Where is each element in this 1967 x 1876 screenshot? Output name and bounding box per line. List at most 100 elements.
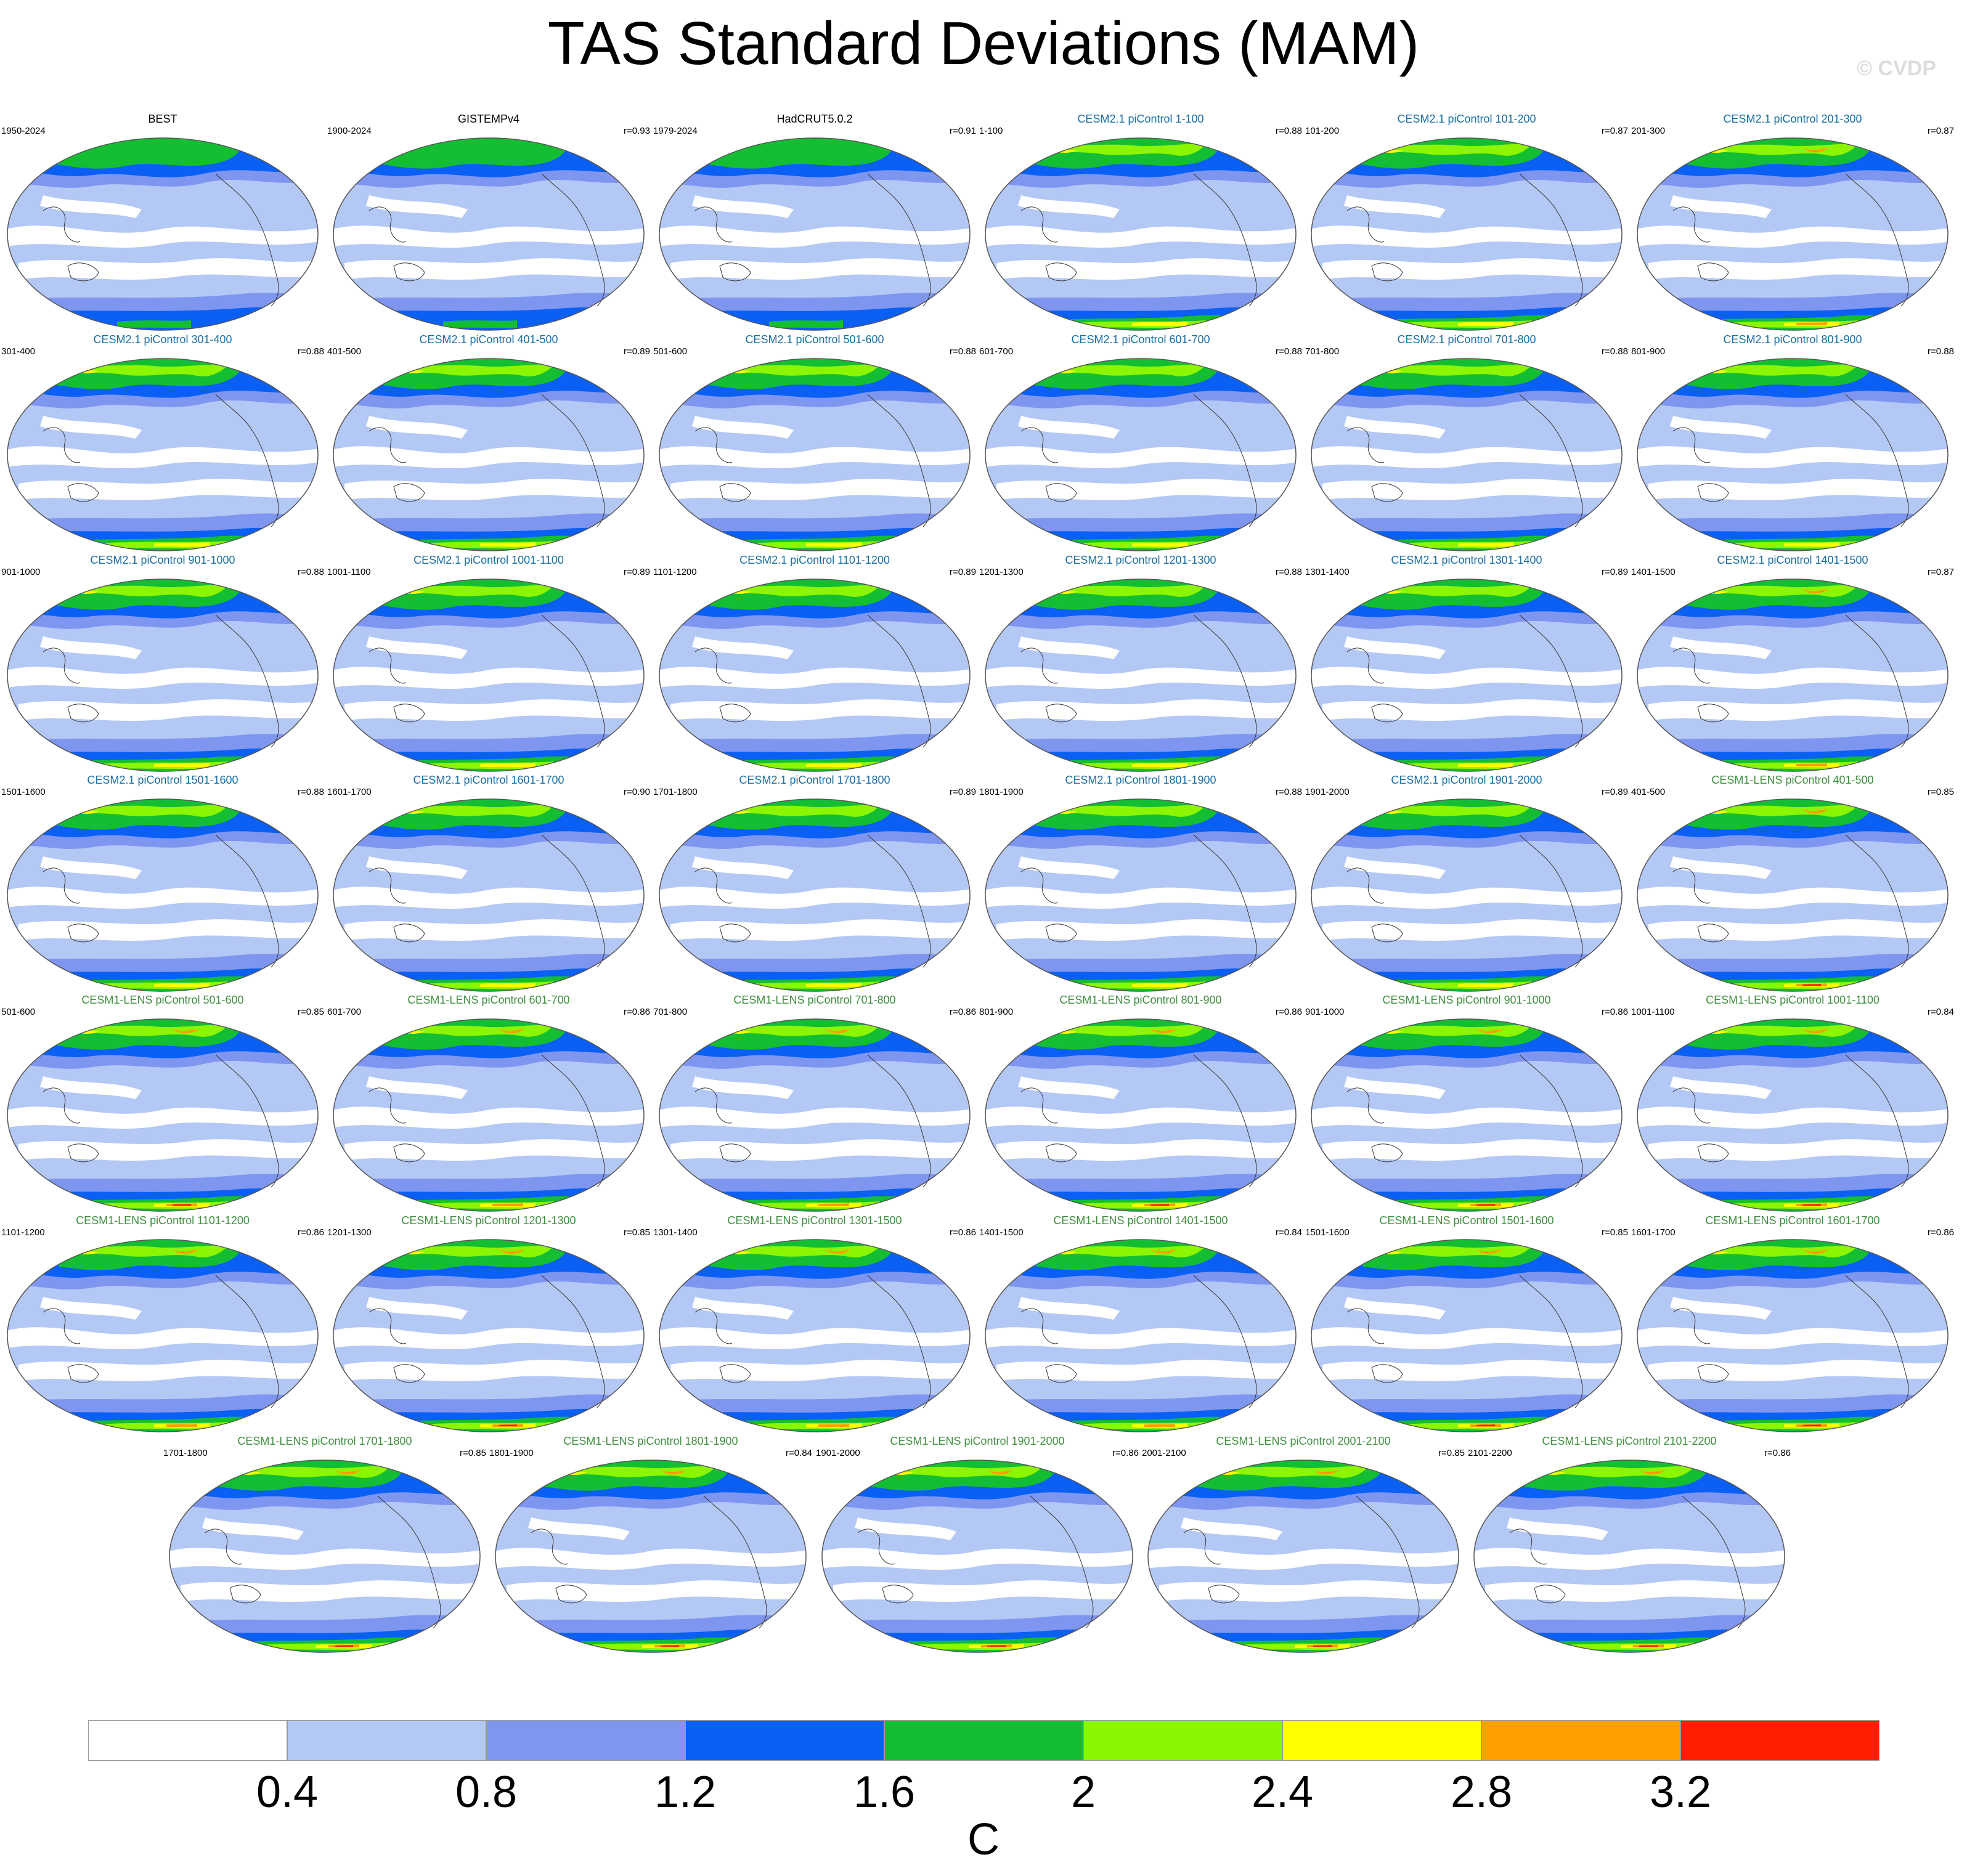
map-boundary [1311, 798, 1623, 992]
panel-pattern-correlation: r=0.86 [298, 1227, 324, 1238]
shade-level-0 [1648, 479, 1948, 500]
panel-pattern-correlation: r=0.86 [1602, 1007, 1628, 1017]
coastline-north-america [1356, 1495, 1394, 1533]
coastline-south-america [1556, 210, 1583, 307]
map-boundary [333, 798, 645, 992]
shade-level-0 [985, 225, 1296, 248]
shade-level-0 [822, 1548, 1133, 1570]
panel-period: 501-600 [1, 1007, 36, 1017]
shade-level-6 [62, 367, 99, 373]
colorbar-tick-label: 1.6 [853, 1768, 916, 1817]
panel-title: CESM1-LENS piControl 1301-1500 [727, 1214, 902, 1227]
panel-pattern-correlation: r=0.85 [1928, 787, 1954, 797]
map-panel: CESM1-LENS piControl 2101-2200 2101-2200 r… [1467, 1434, 1792, 1654]
panel-pattern-correlation: r=0.89 [950, 567, 976, 577]
map-panel: CESM2.1 piControl 501-600 501-600 r=0.88 [652, 333, 977, 553]
coastline-north-america [541, 173, 579, 211]
coastline-north-america [541, 1275, 579, 1313]
coastline-asia [1020, 1308, 1059, 1344]
shade-level-6 [1458, 763, 1513, 768]
coastline-australia [1208, 1585, 1240, 1604]
shade-level-4 [31, 138, 242, 169]
robinson-map [985, 579, 1297, 772]
panel-title: GISTEMPv4 [457, 113, 520, 125]
coastlines [1020, 394, 1257, 527]
shade-level-6 [388, 367, 425, 373]
coastline-south-america [904, 431, 931, 527]
shade-level-0 [1018, 195, 1120, 218]
shade-level-0 [495, 1548, 806, 1570]
map-boundary [985, 1018, 1297, 1212]
shade-level-6 [388, 1248, 425, 1254]
coastlines [694, 394, 931, 527]
coastline-australia [882, 1585, 914, 1604]
shade-level-0 [333, 887, 644, 909]
panel-pattern-correlation: r=0.85 [624, 1227, 650, 1238]
shade-level-8 [173, 1204, 191, 1206]
coastline-south-america [1882, 1091, 1909, 1188]
coastline-asia [1672, 1087, 1711, 1124]
coastlines [1020, 834, 1257, 968]
colorbar-swatch [287, 1720, 486, 1761]
coastline-australia [1371, 1364, 1403, 1383]
panel-pattern-correlation: r=0.88 [950, 346, 976, 357]
shade-level-4 [117, 320, 191, 328]
coastline-asia [369, 427, 407, 463]
coastline-north-america [1193, 614, 1231, 652]
shade-level-0 [996, 919, 1296, 941]
field-shading [1637, 359, 1948, 551]
map-boundary [7, 1018, 319, 1212]
shade-level-7 [1802, 589, 1828, 594]
map-boundary [1637, 579, 1949, 772]
coastline-australia [1697, 262, 1729, 282]
shade-level-0 [18, 919, 318, 941]
coastlines [43, 173, 279, 307]
coastline-asia [369, 648, 407, 684]
panel-period: 1601-1700 [1631, 1227, 1676, 1238]
panel-period: 1201-1300 [327, 1227, 372, 1238]
shade-level-0 [1637, 887, 1948, 909]
panel-pattern-correlation: r=0.87 [1928, 126, 1954, 136]
coastline-south-america [1230, 1091, 1257, 1188]
watermark: © CVDP [1857, 57, 1936, 80]
robinson-map [1311, 137, 1623, 331]
coastline-australia [393, 704, 425, 723]
shade-level-6 [1040, 1248, 1077, 1254]
panel-pattern-correlation: r=0.88 [298, 567, 324, 577]
coastline-asia [531, 1529, 569, 1565]
map-boundary [985, 798, 1297, 992]
coastline-australia [393, 262, 425, 282]
shade-level-0 [985, 1107, 1296, 1129]
coastline-south-america [1719, 1532, 1746, 1629]
shade-level-0 [1322, 919, 1622, 941]
map-panel: CESM1-LENS piControl 801-900 801-900 r=0.8… [978, 993, 1303, 1213]
shade-level-6 [1366, 588, 1403, 594]
shade-level-6 [714, 367, 751, 373]
map-boundary [7, 358, 319, 551]
shade-level-0 [1670, 856, 1772, 879]
colorbar-swatch [1282, 1720, 1481, 1761]
map-panel: CESM2.1 piControl 1101-1200 1101-1200 r=0.… [652, 553, 977, 773]
coastlines [43, 614, 279, 748]
shade-level-7 [1476, 1249, 1502, 1254]
panel-period: 1900-2024 [327, 126, 372, 136]
coastline-north-america [867, 173, 905, 211]
panel-title: HadCRUT5.0.2 [776, 113, 853, 125]
shade-level-4 [443, 320, 517, 328]
coastline-asia [1672, 1308, 1711, 1344]
panel-title: CESM1-LENS piControl 1701-1800 [237, 1435, 412, 1447]
panel-pattern-correlation: r=0.84 [786, 1448, 812, 1458]
coastline-asia [1672, 427, 1711, 463]
shade-level-7 [499, 1249, 524, 1254]
shade-level-0 [1670, 1297, 1772, 1320]
shade-level-8 [1533, 1470, 1550, 1474]
robinson-map [1147, 1460, 1459, 1653]
shade-level-6 [1692, 588, 1729, 594]
shade-level-0 [1648, 1139, 1948, 1161]
shade-level-0 [996, 1139, 1296, 1161]
shade-level-3 [659, 307, 970, 330]
panel-title: CESM1-LENS piControl 1401-1500 [1053, 1214, 1228, 1227]
panel-title: CESM2.1 piControl 1801-1900 [1065, 774, 1216, 786]
map-panel: CESM2.1 piControl 1301-1400 1301-1400 r=0.… [1304, 553, 1629, 773]
map-boundary [1637, 1018, 1949, 1212]
